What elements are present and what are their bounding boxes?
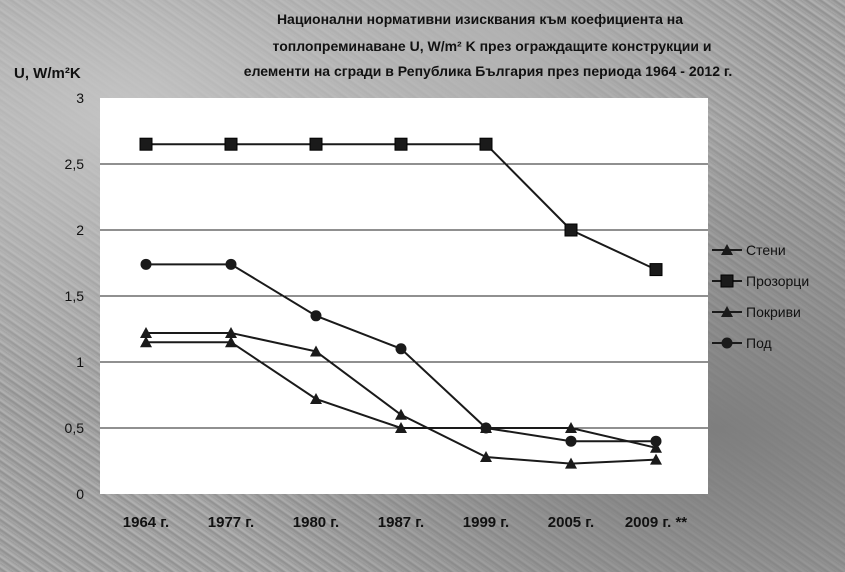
data-point <box>395 422 407 433</box>
data-point <box>225 326 237 338</box>
data-point <box>480 451 492 463</box>
legend-label: Покриви <box>746 304 801 320</box>
series-lines <box>139 137 663 469</box>
chart-title-line-3: елементи на сгради в Република България … <box>244 63 732 79</box>
x-tick-label: 1964 г. <box>123 514 169 531</box>
data-point <box>480 422 492 434</box>
legend-marker <box>721 337 733 349</box>
y-tick-label: 2,5 <box>65 156 85 172</box>
series-2 <box>139 137 663 277</box>
series-3 <box>140 336 662 453</box>
legend-marker <box>721 306 733 317</box>
series-4 <box>140 258 662 447</box>
data-point <box>649 263 663 277</box>
x-tick-label: 2005 г. <box>548 514 594 531</box>
legend-marker <box>721 244 733 255</box>
y-tick-label: 2 <box>76 222 84 238</box>
legend-marker <box>720 274 734 288</box>
data-point <box>565 457 577 469</box>
data-point <box>565 422 577 433</box>
data-point <box>650 441 662 453</box>
data-point <box>309 137 323 151</box>
y-axis-ticks: 0 0,5 1 1,5 2 2,5 3 <box>65 90 85 502</box>
data-point <box>564 223 578 237</box>
data-point <box>140 326 152 338</box>
data-point <box>225 336 237 348</box>
data-point <box>650 435 662 447</box>
data-point <box>225 258 237 270</box>
chart-title-line-1: Национални нормативни изисквания към кое… <box>277 11 683 27</box>
x-tick-label: 1987 г. <box>378 514 424 531</box>
legend-item: Покриви <box>712 304 801 320</box>
data-point <box>310 310 322 322</box>
data-point <box>394 137 408 151</box>
y-tick-label: 1,5 <box>65 288 85 304</box>
y-tick-label: 1 <box>76 354 84 370</box>
series-1 <box>140 326 662 469</box>
data-point <box>139 137 153 151</box>
data-point <box>224 137 238 151</box>
data-point <box>565 435 577 447</box>
x-tick-label: 2009 г. ** <box>625 514 687 531</box>
y-tick-label: 0 <box>76 486 84 502</box>
y-axis-label: U, W/m²K <box>14 65 81 82</box>
data-point <box>310 345 322 357</box>
y-tick-label: 0,5 <box>65 420 85 436</box>
data-point <box>479 137 493 151</box>
data-point <box>395 408 407 420</box>
legend-label: Прозорци <box>746 273 809 289</box>
data-point <box>650 453 662 465</box>
legend-item: Прозорци <box>712 273 809 289</box>
data-point <box>395 343 407 355</box>
gridlines <box>100 163 708 429</box>
x-axis-ticks: 1964 г. 1977 г. 1980 г. 1987 г. 1999 г. 2005 … <box>123 514 688 531</box>
x-tick-label: 1977 г. <box>208 514 254 531</box>
legend-item: Под <box>712 335 772 351</box>
legend: Стени Прозорци Покриви Под <box>712 242 809 351</box>
chart-title-line-2: топлопреминаване U, W/m² K през ограждащ… <box>273 38 712 54</box>
legend-item: Стени <box>712 242 786 258</box>
data-point <box>310 392 322 404</box>
y-tick-label: 3 <box>76 90 84 106</box>
x-tick-label: 1980 г. <box>293 514 339 531</box>
legend-label: Под <box>746 335 772 351</box>
data-point <box>140 336 152 348</box>
legend-label: Стени <box>746 242 786 258</box>
x-tick-label: 1999 г. <box>463 514 509 531</box>
chart-title: Национални нормативни изисквания към кое… <box>244 11 732 79</box>
data-point <box>140 258 152 270</box>
